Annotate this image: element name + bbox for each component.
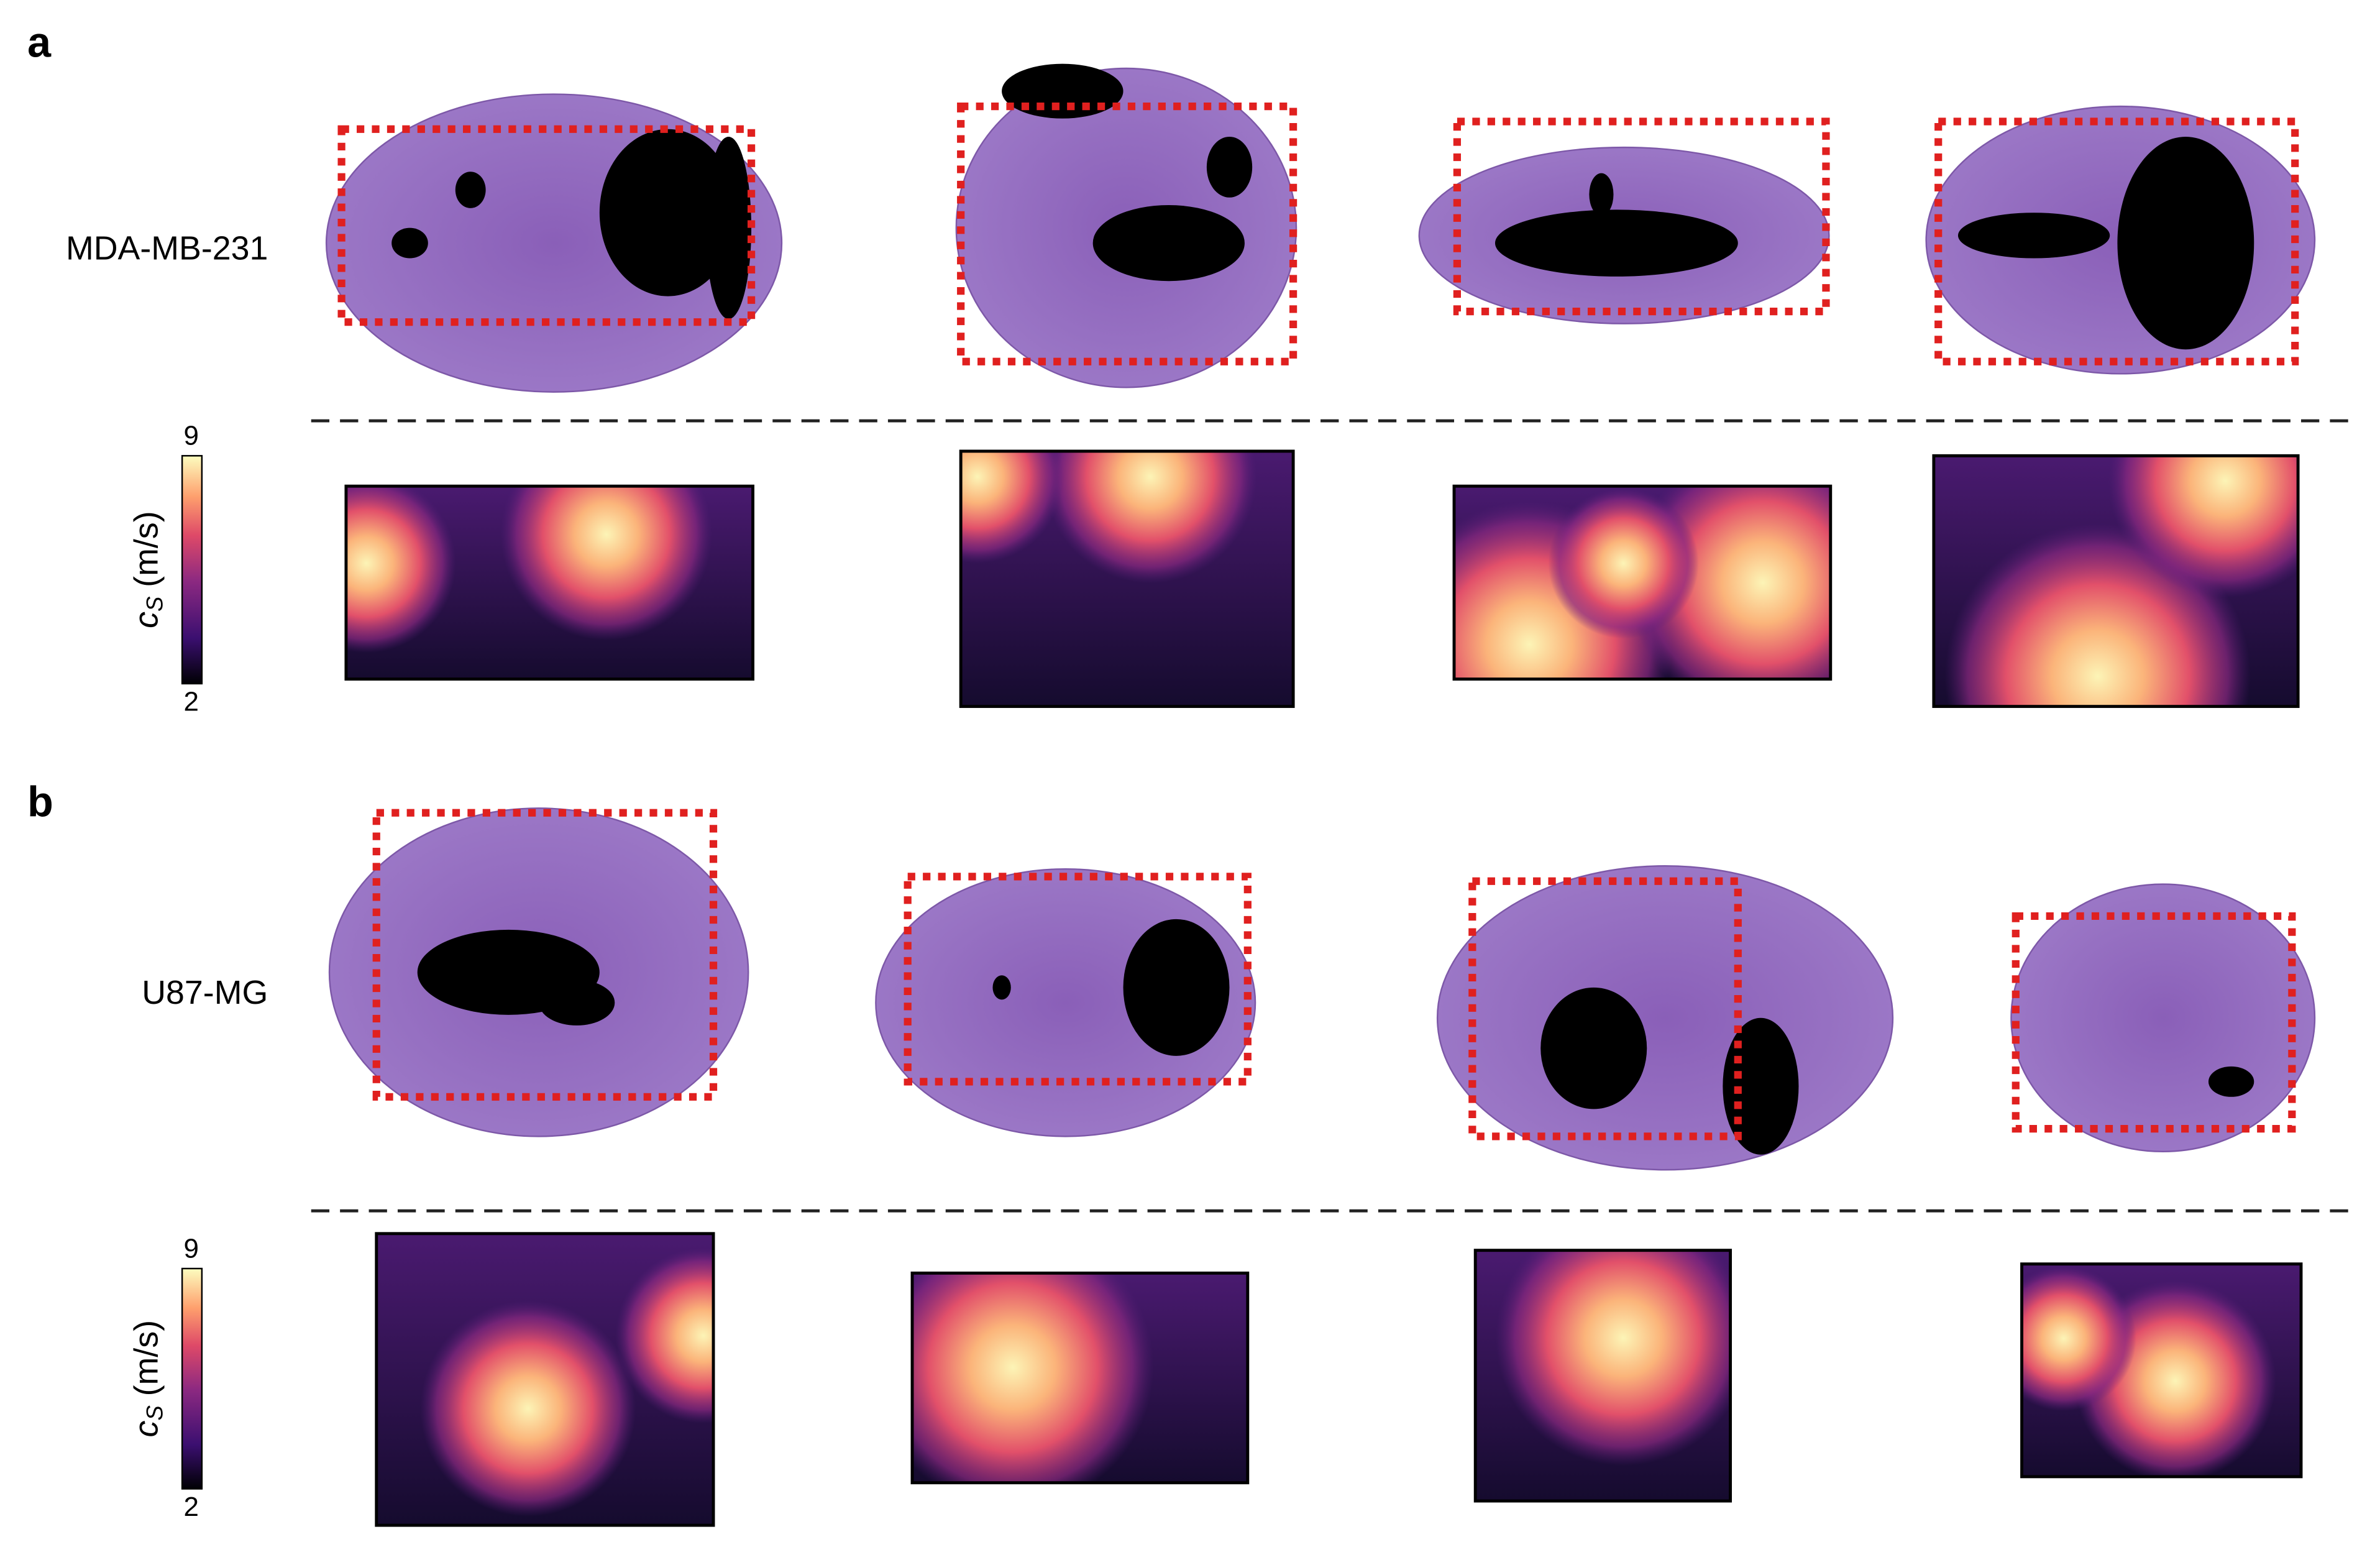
- row-label: U87-MG: [142, 974, 268, 1011]
- roi-box: [337, 125, 756, 326]
- tumor-region: [1957, 213, 2110, 259]
- heatmap-frame: [910, 1271, 1250, 1485]
- unit: (m/s): [128, 511, 165, 587]
- heatmap-spot: [500, 486, 713, 641]
- roi-box: [372, 809, 718, 1101]
- colorbar-label: cS (m/s): [128, 1320, 168, 1437]
- heatmap: [1933, 456, 2299, 707]
- colorbar-min: 2: [184, 686, 199, 717]
- heatmap: [961, 451, 1294, 707]
- heatmap-frame: [1473, 1249, 1732, 1503]
- tumor-region: [1494, 209, 1738, 277]
- heatmap-frame: [344, 484, 754, 681]
- tumor-region: [1540, 987, 1647, 1109]
- tumor-region: [539, 980, 615, 1026]
- symbol: c: [128, 612, 165, 628]
- colorbar: [181, 1267, 203, 1490]
- heatmap-frame: [2020, 1262, 2303, 1479]
- heatmap-spot: [2108, 456, 2299, 598]
- roi-box: [957, 102, 1298, 365]
- heatmap-spot: [912, 1273, 1154, 1483]
- symbol: c: [128, 1420, 165, 1437]
- tumor-region: [2117, 136, 2254, 350]
- heatmap: [2021, 1264, 2301, 1477]
- roi-box: [904, 873, 1252, 1086]
- tumor-region: [1092, 204, 1245, 282]
- tumor-region: [455, 172, 486, 208]
- unit: (m/s): [128, 1320, 165, 1396]
- roi-box: [1453, 117, 1830, 316]
- tumor-region: [1002, 63, 1124, 119]
- heatmap-frame: [1452, 484, 1833, 681]
- tumor-region: [705, 136, 752, 319]
- colorbar-label: cS (m/s): [128, 511, 168, 628]
- tumor-region: [599, 129, 736, 296]
- heatmap-spot: [1496, 1250, 1731, 1466]
- panel-label: b: [27, 779, 53, 826]
- colorbar-max: 9: [184, 421, 199, 451]
- roi-box: [1934, 117, 2299, 365]
- heatmap: [1454, 486, 1831, 679]
- heatmap: [912, 1273, 1248, 1483]
- panel-label: a: [27, 19, 52, 66]
- heatmap-spot: [615, 1248, 714, 1424]
- heatmap-frame: [1932, 454, 2300, 709]
- heatmap: [1475, 1250, 1731, 1502]
- tumor-region: [1589, 173, 1614, 216]
- roi-box: [2012, 912, 2296, 1133]
- heatmap-spot: [420, 1300, 636, 1517]
- tumor-region: [391, 227, 428, 259]
- colorbar-min: 2: [184, 1492, 199, 1522]
- tissue-section: [2010, 883, 2316, 1153]
- row-label: MDA-MB-231: [66, 230, 268, 267]
- tumor-region: [2208, 1066, 2254, 1097]
- tissue-section: [1436, 865, 1894, 1171]
- colorbar-max: 9: [184, 1233, 199, 1264]
- colorbar: [181, 455, 203, 685]
- tumor-region: [992, 975, 1011, 1000]
- heatmap-spot: [2021, 1265, 2136, 1411]
- heatmap-frame: [959, 449, 1295, 709]
- heatmap-frame: [375, 1232, 715, 1527]
- heatmap-spot: [1548, 488, 1699, 639]
- heatmap-spot: [1043, 451, 1257, 584]
- tumor-region: [1123, 919, 1230, 1056]
- subscript: S: [142, 596, 167, 612]
- heatmap-spot: [961, 451, 1064, 564]
- roi-box: [1468, 877, 1742, 1140]
- tumor-region: [1206, 136, 1253, 198]
- heatmap: [346, 486, 753, 679]
- subscript: S: [142, 1405, 167, 1421]
- heatmap-spot: [346, 486, 456, 653]
- heatmap: [376, 1233, 714, 1526]
